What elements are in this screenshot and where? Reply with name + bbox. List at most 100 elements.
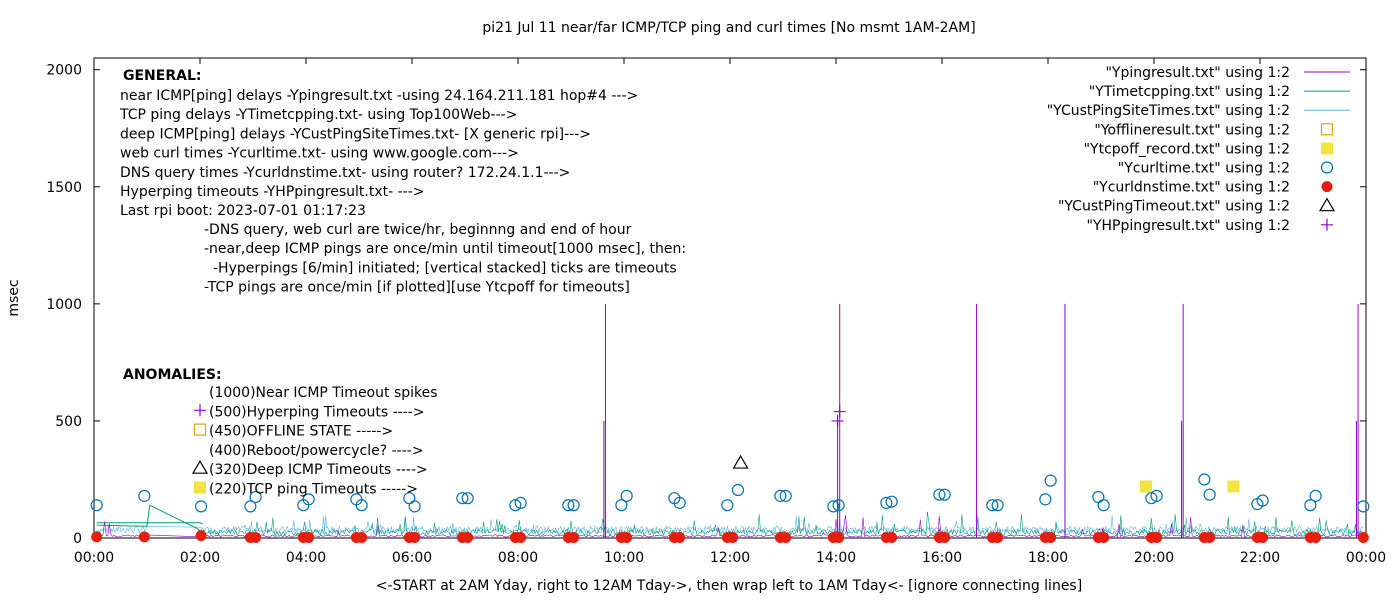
y-tick-label: 500 — [55, 414, 82, 430]
filled-circle-point — [780, 532, 792, 544]
open-circle-point — [456, 492, 469, 505]
legend-marker-sample — [1318, 197, 1336, 212]
filled-circle-point — [91, 531, 103, 543]
filled-circle-point — [409, 532, 421, 544]
open-circle-point — [138, 489, 151, 502]
open-circle-point — [779, 489, 792, 502]
legend-label: "Ytcpoff_record.txt" using 1:2 — [1084, 141, 1290, 157]
open-circle-point — [408, 500, 421, 513]
general-line: near ICMP[ping] delays -Ypingresult.txt … — [120, 88, 638, 104]
x-tick-label: 22:00 — [1240, 550, 1280, 566]
y-tick-label: 1000 — [46, 297, 82, 313]
general-line: DNS query times -Ycurldnstime.txt- using… — [120, 165, 570, 181]
filled-circle-point — [1098, 532, 1110, 544]
open-circle-point — [1198, 473, 1211, 486]
tcp-ping-early-line — [96, 504, 206, 537]
legend: "Ypingresult.txt" using 1:2 "YTimetcpping… — [1047, 65, 1350, 234]
plus-point — [833, 405, 846, 418]
open-circle-point — [90, 499, 103, 512]
filled-circle-point — [833, 532, 845, 544]
filled-circle-point — [1151, 532, 1163, 544]
x-tick-label: 02:00 — [180, 550, 220, 566]
open-circle-point — [880, 496, 893, 509]
open-circle-point — [244, 500, 257, 513]
general-line: Last rpi boot: 2023-07-01 01:17:23 — [120, 203, 366, 219]
legend-label: "Ycurldnstime.txt" using 1:2 — [1093, 180, 1290, 196]
open-circle-point — [1092, 490, 1105, 504]
x-tick-label: 06:00 — [392, 550, 432, 566]
y-tick-label: 2000 — [46, 63, 82, 79]
x-tick-label: 16:00 — [922, 550, 962, 566]
legend-label: "YHPpingresult.txt" using 1:2 — [1086, 218, 1290, 234]
general-line: Hyperping timeouts -YHPpingresult.txt- -… — [120, 184, 425, 200]
y-tick-label: 1500 — [46, 180, 82, 196]
anomaly-line: (450)OFFLINE STATE -----> — [209, 424, 393, 440]
anomalies-heading: ANOMALIES: — [123, 367, 222, 383]
filled-circle-point — [250, 532, 262, 544]
open-circle-point — [1256, 494, 1269, 507]
open-circle-point — [885, 495, 898, 508]
tcp-ping-flat-line — [96, 522, 203, 525]
open-circle-point — [461, 492, 474, 505]
x-tick-label: 10:00 — [604, 550, 644, 566]
legend-marker-sample — [1321, 181, 1333, 193]
open-circle-point — [1145, 492, 1158, 505]
x-axis-label: <-START at 2AM Yday, right to 12AM Tday-… — [376, 578, 1082, 594]
filled-circle-point — [886, 532, 898, 544]
legend-marker-sample — [1321, 142, 1333, 155]
annotation-layer: GENERAL: near ICMP[ping] delays -Ypingres… — [119, 68, 686, 498]
legend-label: "YCustPingSiteTimes.txt" using 1:2 — [1047, 103, 1290, 119]
note-line: -DNS query, web curl are twice/hr, begin… — [204, 222, 632, 238]
filled-circle-point — [992, 532, 1004, 544]
anomaly-line: (220)TCP ping Timeouts -----> — [209, 482, 418, 498]
anomaly-line: (400)Reboot/powercycle? ----> — [209, 443, 424, 459]
legend-label: "Ypingresult.txt" using 1:2 — [1105, 65, 1290, 81]
filled-circle-point — [1257, 532, 1269, 544]
filled-circle-point — [621, 532, 633, 544]
open-circle-point — [355, 499, 368, 512]
general-heading: GENERAL: — [123, 68, 201, 84]
filled-square-point — [1140, 480, 1153, 493]
open-circle-point — [1304, 499, 1317, 512]
plus-point — [831, 414, 844, 427]
filled-circle-point — [568, 532, 580, 544]
x-tick-label: 00:00 — [1346, 550, 1386, 566]
legend-marker-sample — [1320, 123, 1334, 136]
open-circle-point — [1039, 493, 1052, 506]
x-tick-label: 00:00 — [74, 550, 114, 566]
open-circle-point — [620, 489, 633, 502]
filled-circle-point — [1310, 532, 1322, 544]
anomaly-marker — [194, 404, 206, 417]
open-circle-point — [615, 499, 628, 512]
general-line: deep ICMP[ping] delays -YCustPingSiteTim… — [120, 126, 591, 142]
filled-circle-point — [674, 532, 686, 544]
filled-circle-point — [356, 532, 368, 544]
open-circle-point — [673, 496, 686, 509]
anomaly-marker — [194, 481, 206, 494]
open-circle-point — [302, 493, 315, 506]
y-axis-label: msec — [6, 279, 22, 316]
anomaly-marker — [191, 460, 209, 474]
anomaly-line: (1000)Near ICMP Timeout spikes — [209, 385, 438, 401]
open-circle-point — [731, 483, 745, 497]
anomaly-line: (500)Hyperping Timeouts ----> — [209, 404, 425, 420]
open-circle-point — [1203, 488, 1216, 501]
filled-circle-point — [138, 531, 150, 543]
open-circle-point — [509, 499, 522, 512]
open-circle-point — [514, 496, 527, 509]
filled-circle-point — [462, 532, 474, 544]
open-circle-point — [1150, 489, 1163, 502]
anomaly-marker — [193, 423, 207, 436]
open-circle-point — [933, 488, 946, 501]
open-circle-point — [562, 499, 575, 512]
open-circle-point — [721, 499, 734, 512]
open-circle-point — [1357, 500, 1370, 513]
open-circle-point — [1309, 489, 1322, 502]
legend-marker-sample — [1321, 218, 1333, 231]
open-triangle-point — [732, 454, 749, 469]
open-circle-point — [567, 499, 580, 512]
deep-icmp-line — [96, 515, 1364, 535]
general-line: TCP ping delays -YTimetcpping.txt- using… — [119, 107, 517, 123]
open-circle-point — [832, 499, 845, 512]
